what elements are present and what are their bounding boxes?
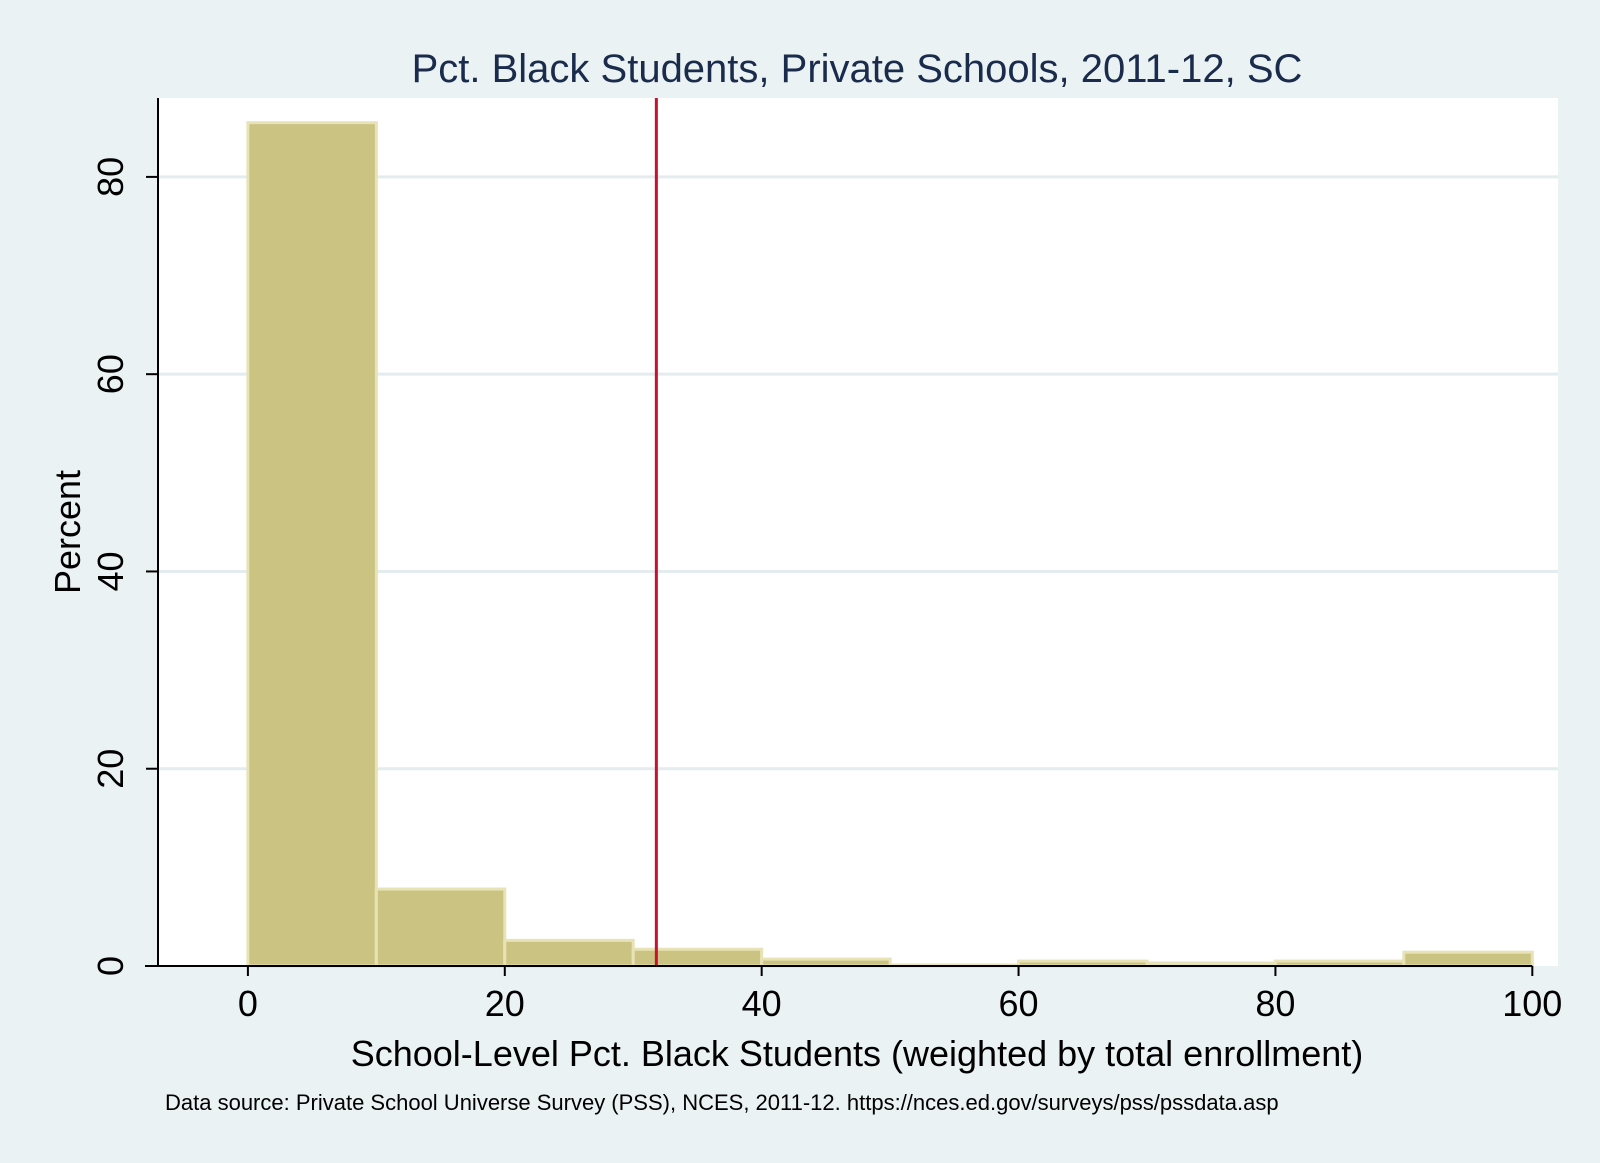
y-tick-label: 20 bbox=[90, 749, 131, 789]
axes bbox=[145, 98, 1534, 976]
x-tick-label: 80 bbox=[1255, 983, 1295, 1024]
y-tick-label: 80 bbox=[90, 157, 131, 197]
histogram-bar bbox=[760, 957, 892, 968]
histogram-bar bbox=[246, 121, 378, 968]
y-tick-label: 40 bbox=[90, 551, 131, 591]
tick-labels: 0 20 40 60 80 100 0 20 40 60 80 bbox=[90, 157, 1562, 1024]
histogram-bar bbox=[374, 887, 507, 968]
y-axis-label: Percent bbox=[47, 470, 88, 594]
x-tick-label: 20 bbox=[485, 983, 525, 1024]
x-tick-label: 100 bbox=[1502, 983, 1562, 1024]
x-tick-label: 0 bbox=[238, 983, 258, 1024]
x-tick-label: 60 bbox=[999, 983, 1039, 1024]
x-tick-label: 40 bbox=[742, 983, 782, 1024]
y-tick-label: 0 bbox=[90, 956, 131, 976]
plot-area bbox=[158, 98, 1558, 966]
x-axis-label: School-Level Pct. Black Students (weight… bbox=[351, 1033, 1364, 1074]
histogram-bar bbox=[503, 938, 635, 968]
y-tick-label: 60 bbox=[90, 354, 131, 394]
gridlines bbox=[158, 175, 1558, 771]
data-source-note: Data source: Private School Universe Sur… bbox=[165, 1090, 1279, 1115]
histogram-bar bbox=[1402, 950, 1534, 968]
histogram-bar bbox=[631, 947, 764, 968]
chart-title: Pct. Black Students, Private Schools, 20… bbox=[412, 47, 1303, 91]
